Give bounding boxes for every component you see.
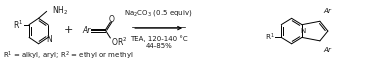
Text: Ar: Ar	[82, 26, 91, 35]
Text: OR$^2$: OR$^2$	[111, 36, 127, 48]
Text: R$^1$: R$^1$	[13, 18, 23, 31]
Text: N: N	[301, 28, 305, 34]
Text: Ar: Ar	[323, 8, 331, 14]
Text: O: O	[108, 15, 114, 24]
Text: Ar: Ar	[323, 47, 331, 53]
Text: +: +	[64, 25, 73, 35]
Text: R$^1$ = alkyl, aryl; R$^2$ = ethyl or methyl: R$^1$ = alkyl, aryl; R$^2$ = ethyl or me…	[3, 50, 133, 62]
Text: TEA, 120-140 °C: TEA, 120-140 °C	[130, 35, 187, 42]
Text: 44-85%: 44-85%	[145, 43, 172, 49]
Text: R$^1$: R$^1$	[265, 32, 274, 43]
Text: NH$_2$: NH$_2$	[51, 4, 68, 17]
Text: Na$_2$CO$_3$ (0.5 equiv): Na$_2$CO$_3$ (0.5 equiv)	[124, 8, 193, 18]
Text: N: N	[46, 35, 52, 44]
